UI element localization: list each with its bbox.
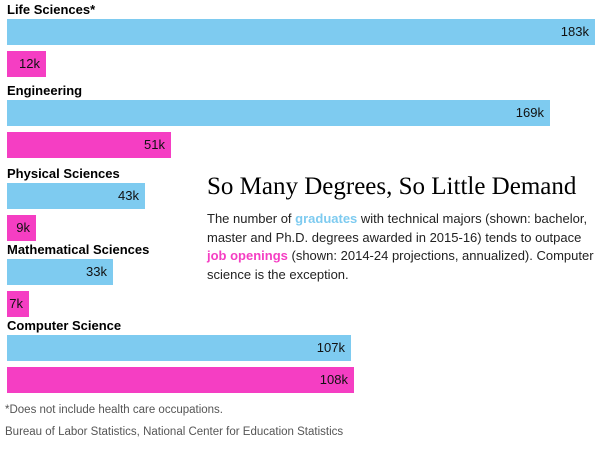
bar-graduates-physical-sciences: 43k: [7, 183, 145, 209]
description-part-2: with technical majors (shown: bachelor, …: [207, 211, 588, 245]
chart-description: The number of graduates with technical m…: [207, 210, 599, 284]
bar-job-openings-physical-sciences: 9k: [7, 215, 36, 241]
bar-graduates-mathematical-sciences: 33k: [7, 259, 113, 285]
category-label-life-sciences: Life Sciences*: [7, 2, 96, 17]
footnote: *Does not include health care occupation…: [5, 404, 224, 416]
bar-value-label: 7k: [9, 296, 23, 311]
bar-chart: Life Sciences* 183k 12k Engineering 169k 51k P…: [7, 2, 595, 393]
bar-job-openings-computer-science: 108k: [7, 367, 354, 393]
graduates-keyword: graduates: [295, 211, 358, 226]
source-note: Bureau of Labor Statistics, National Cen…: [5, 426, 344, 438]
bar-value-label: 107k: [316, 340, 345, 355]
category-label-engineering: Engineering: [7, 83, 83, 98]
bar-value-label: 108k: [319, 372, 348, 387]
bar-value-label: 183k: [560, 24, 589, 39]
category-label-physical-sciences: Physical Sciences: [7, 166, 120, 181]
category-label-mathematical-sciences: Mathematical Sciences: [7, 242, 150, 257]
bar-value-label: 169k: [515, 105, 544, 120]
bar-graduates-engineering: 169k: [7, 100, 550, 126]
category-label-computer-science: Computer Science: [7, 318, 122, 333]
bar-job-openings-mathematical-sciences: 7k: [7, 291, 29, 317]
description-part-1: The number of: [207, 211, 296, 226]
bar-value-label: 33k: [86, 264, 107, 279]
bar-value-label: 9k: [16, 220, 30, 235]
job-openings-keyword: job openings: [207, 248, 288, 263]
bar-value-label: 51k: [144, 137, 165, 152]
bar-job-openings-engineering: 51k: [7, 132, 171, 158]
bar-job-openings-life-sciences: 12k: [7, 51, 46, 77]
chart-headline: So Many Degrees, So Little Demand: [207, 173, 577, 200]
bar-value-label: 12k: [19, 56, 40, 71]
bar-graduates-computer-science: 107k: [7, 335, 351, 361]
bar-value-label: 43k: [118, 188, 139, 203]
description-part-3: (shown: 2014-24 projections, annualized)…: [207, 248, 594, 282]
bar-graduates-life-sciences: 183k: [7, 19, 595, 45]
